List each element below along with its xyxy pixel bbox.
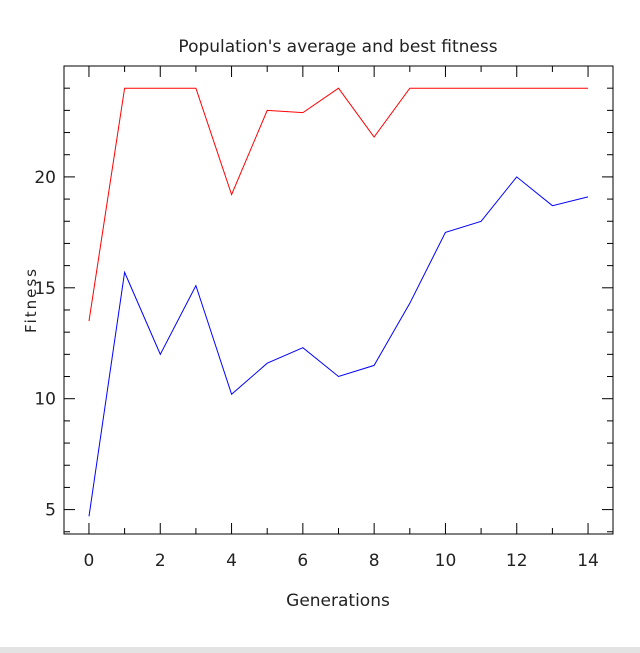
x-tick-label: 12: [506, 551, 528, 571]
x-tick-label: 14: [577, 551, 599, 571]
x-tick-label: 2: [155, 551, 166, 571]
axis-ticks: 0 2 4 6 8 10 12 14 5 10 15 20: [34, 65, 613, 571]
x-tick-label: 0: [84, 551, 95, 571]
y-axis-label: Fitness: [22, 267, 40, 333]
x-tick-label: 4: [226, 551, 237, 571]
series-lines: [88, 87, 589, 517]
x-axis-label: Generations: [286, 591, 390, 611]
y-tick-label: 5: [45, 501, 56, 521]
series-line-2: [88, 176, 589, 517]
series-line-1: [88, 87, 588, 322]
chart-title: Population's average and best fitness: [178, 37, 497, 57]
y-tick-label: 15: [34, 279, 56, 299]
x-tick-label: 6: [297, 551, 308, 571]
x-tick-label: 8: [369, 551, 380, 571]
bottom-strip: [0, 647, 640, 653]
y-tick-label: 10: [34, 390, 56, 410]
x-tick-label: 10: [435, 551, 457, 571]
plot-frame: [63, 65, 614, 535]
y-tick-label: 20: [34, 168, 56, 188]
